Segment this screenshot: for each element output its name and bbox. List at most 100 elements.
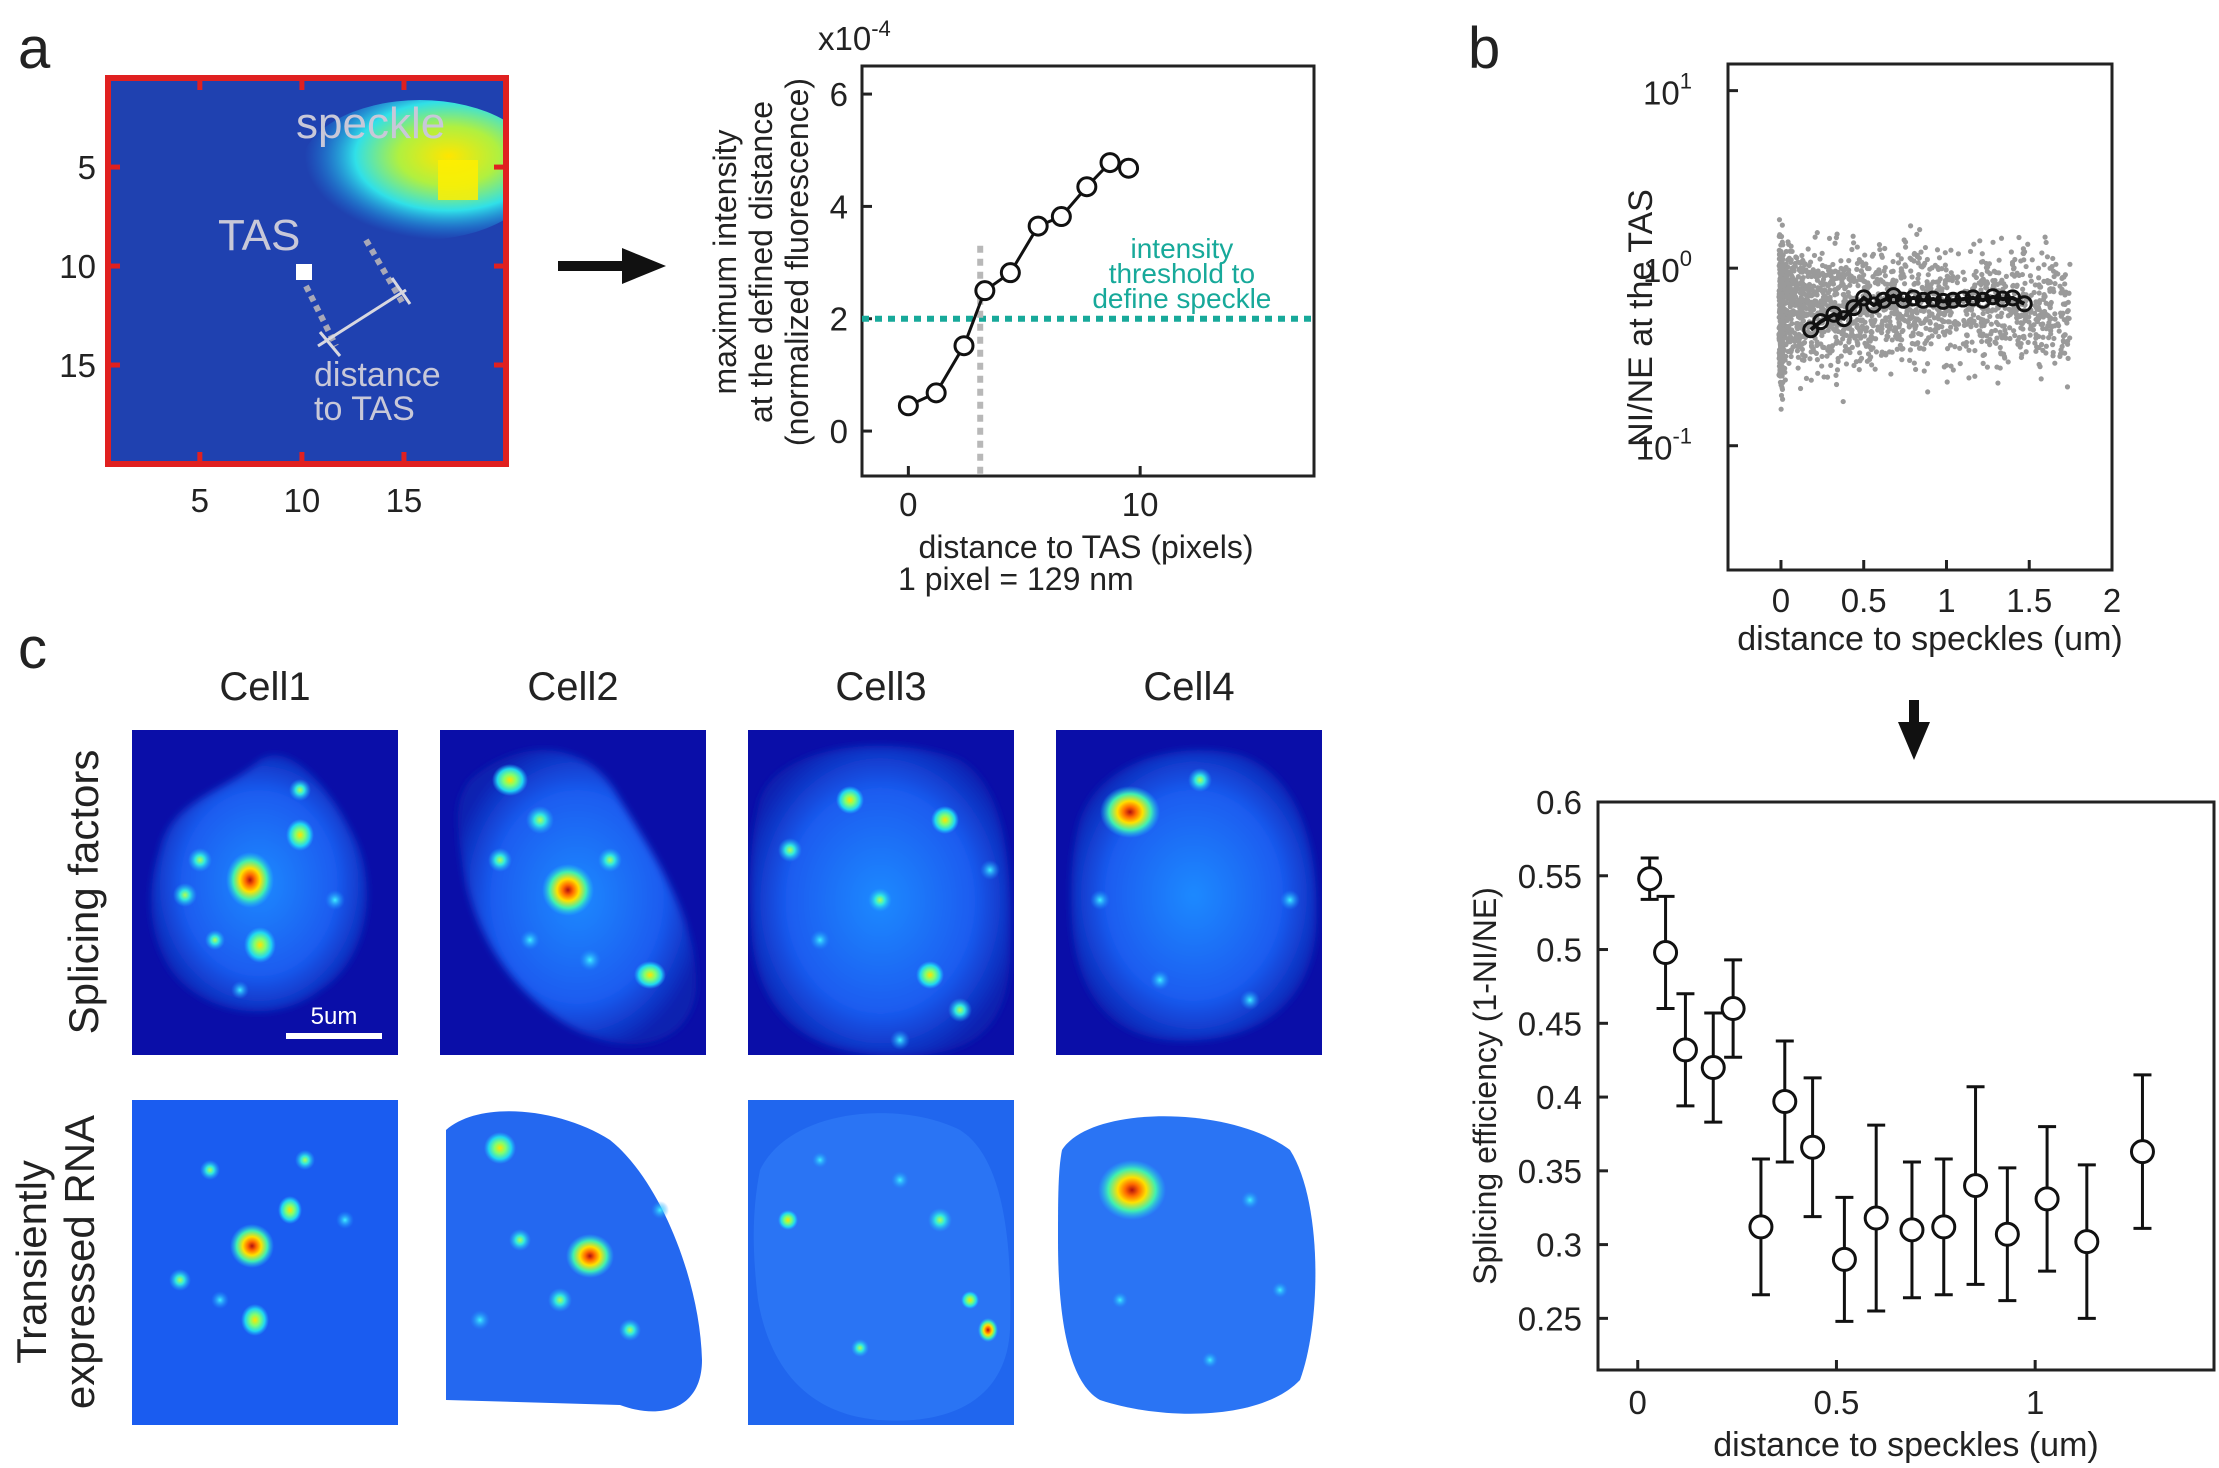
chart-b1-xtick-label: 1.5 — [2006, 582, 2052, 619]
scatter-dot — [1920, 285, 1926, 292]
chart-b1-mean-point — [1875, 291, 1893, 309]
scatter-dot — [1797, 260, 1803, 266]
scatter-dot — [1833, 372, 1839, 378]
scatter-dot — [1947, 342, 1954, 348]
scatter-dot — [1864, 325, 1870, 331]
scatter-dot — [1787, 248, 1793, 254]
scatter-dot — [1808, 273, 1815, 280]
scatter-dot — [2020, 326, 2026, 332]
scatter-dot — [1985, 308, 1991, 315]
scatter-dot — [1778, 362, 1784, 369]
scatter-dot — [1888, 323, 1894, 329]
image-y-tick-label: 15 — [59, 347, 96, 384]
speckle-core — [438, 160, 478, 200]
scatter-dot — [1832, 268, 1839, 274]
scatter-dot — [1865, 280, 1871, 286]
tas-marker — [296, 264, 312, 280]
scatter-dot — [1819, 363, 1825, 369]
scatter-dot — [1865, 351, 1872, 357]
chart-a-xlabel-note: 1 pixel = 129 nm — [898, 561, 1134, 597]
scatter-dot — [2036, 298, 2043, 305]
scatter-dot — [2011, 265, 2017, 271]
scatter-dot — [2027, 273, 2034, 279]
scatter-dot — [1835, 285, 1841, 291]
arrow-b-to-chart — [1898, 700, 1930, 760]
scatter-dot — [1979, 323, 1985, 329]
scatter-dot — [2023, 263, 2029, 270]
threshold-label: threshold to — [1109, 258, 1255, 289]
scatter-dot — [2047, 279, 2054, 286]
scatter-dot — [1921, 320, 1927, 326]
scatter-dot — [1800, 275, 1806, 281]
chart-b2-frame — [1596, 800, 2216, 1372]
scatter-dot — [1902, 239, 1909, 245]
scatter-dot — [2065, 338, 2071, 344]
scatter-dot — [1795, 312, 1801, 318]
scatter-dot — [1924, 256, 1930, 263]
scatter-dot — [1889, 310, 1895, 316]
scatter-dot — [1917, 227, 1923, 233]
scatter-dot — [1778, 406, 1784, 412]
panel-label-b: b — [1468, 16, 1500, 81]
scatter-dot — [1870, 323, 1876, 329]
scatter-dot — [1778, 242, 1784, 248]
scatter-dot — [1843, 361, 1850, 367]
scatter-dot — [1889, 337, 1895, 343]
scatter-dot — [1968, 307, 1975, 313]
scatter-dot — [1894, 309, 1900, 315]
scatter-dot — [1814, 357, 1821, 363]
scatter-dot — [1823, 264, 1829, 270]
chart-b1-mean-point — [1974, 291, 1992, 309]
scatter-dot — [1895, 313, 1901, 319]
scatter-dot — [1906, 323, 1912, 329]
scatter-dot — [1996, 257, 2002, 263]
scatter-dot — [1868, 328, 1874, 335]
scatter-dot — [1827, 287, 1833, 293]
scatter-dot — [2039, 250, 2045, 256]
scatter-dot — [1898, 256, 1904, 262]
chart-b2-ytick-label: 0.45 — [1518, 1005, 1582, 1042]
scatter-dot — [2020, 246, 2026, 252]
scatter-dot — [1915, 260, 1921, 266]
chart-b1-ytick-label: 101 — [1643, 69, 1692, 112]
chart-b2-ytick-label: 0.5 — [1536, 932, 1582, 969]
scatter-dot — [2007, 335, 2013, 342]
chart-a-ylabel-2: at the defined distance — [743, 101, 779, 423]
scatter-dot — [1913, 366, 1919, 373]
chart-b1-mean-point — [1845, 299, 1863, 317]
scatter-dot — [2050, 255, 2056, 262]
scatter-dot — [1889, 349, 1895, 355]
scatter-dot — [1859, 323, 1865, 329]
scatter-dot — [2044, 312, 2050, 318]
scatter-dot — [1788, 347, 1794, 353]
scatter-dot — [1777, 297, 1784, 303]
scatter-dot — [1800, 282, 1806, 288]
scatter-dot — [1840, 291, 1846, 298]
scatter-dot — [2018, 354, 2024, 361]
image-x-tick-label: 15 — [386, 482, 423, 519]
chart-b2-ytick-label: 0.35 — [1518, 1153, 1582, 1190]
scatter-dot — [1840, 271, 1846, 277]
scatter-dot — [1848, 327, 1854, 333]
scatter-dot — [1862, 333, 1868, 339]
scatter-dot — [1790, 336, 1796, 342]
scatter-dot — [1854, 260, 1861, 267]
scatter-dot — [1994, 364, 2000, 370]
scatter-dot — [1944, 346, 1951, 352]
scatter-dot — [1800, 287, 1806, 294]
chart-b1-mean-point — [1964, 289, 1982, 307]
scatter-dot — [1858, 268, 1864, 274]
scatter-dot — [1833, 334, 1839, 340]
image-frame — [105, 75, 509, 467]
scatter-dot — [2026, 319, 2032, 325]
speckle-dashed-line — [363, 238, 405, 304]
scale-bar: 5um — [286, 1003, 382, 1039]
scatter-dot — [1902, 262, 1908, 268]
scatter-dot — [1877, 246, 1883, 253]
scatter-dot — [1829, 344, 1835, 350]
speckle-signal — [300, 100, 506, 240]
scatter-dot — [1866, 265, 1872, 272]
image-y-tick-label: 10 — [59, 248, 96, 285]
scatter-dot — [1828, 362, 1834, 368]
